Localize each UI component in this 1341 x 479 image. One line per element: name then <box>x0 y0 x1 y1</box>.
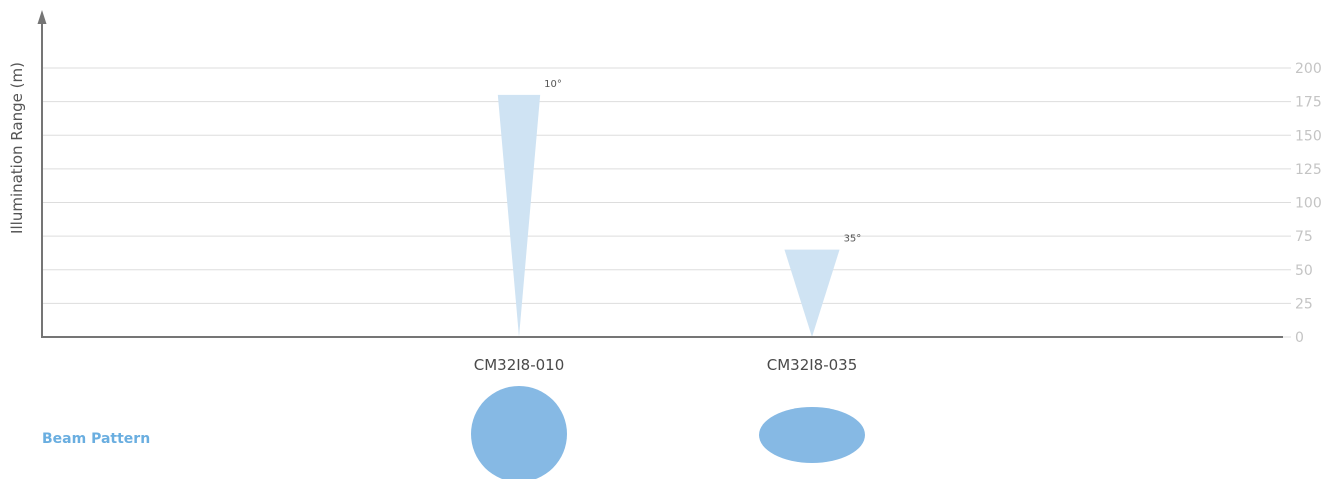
y-tick-label-200: 200 <box>1295 61 1322 77</box>
beam-cone-CM32I8-035 <box>784 249 840 337</box>
beam-cones: 10° 35° <box>497 79 862 338</box>
y-axis-title: Illumination Range (m) <box>8 62 26 234</box>
gridlines <box>42 67 1283 304</box>
y-tick-label-175: 175 <box>1295 95 1322 111</box>
beam-angle-label-CM32I8-035: 35° <box>844 234 862 245</box>
y-axis-arrow-icon <box>37 10 47 24</box>
beam-angle-label-CM32I8-010: 10° <box>544 79 562 90</box>
beam-pattern-circle <box>471 386 567 479</box>
y-tick-label-125: 125 <box>1295 162 1322 178</box>
category-labels: CM32I8-010 CM32I8-035 <box>474 356 858 374</box>
y-tick-label-25: 25 <box>1295 296 1313 312</box>
category-label-CM32I8-010: CM32I8-010 <box>474 356 565 374</box>
y-tick-label-50: 50 <box>1295 263 1313 279</box>
beam-pattern-ellipse <box>759 407 865 463</box>
y-axis-ticks: 0 25 50 75 100 125 150 175 200 <box>1283 61 1322 346</box>
y-tick-label-150: 150 <box>1295 128 1322 144</box>
y-tick-label-100: 100 <box>1295 196 1322 212</box>
beam-pattern-title: Beam Pattern <box>42 431 150 447</box>
category-label-CM32I8-035: CM32I8-035 <box>767 356 858 374</box>
y-tick-label-75: 75 <box>1295 229 1313 245</box>
beam-cone-CM32I8-010 <box>497 94 541 338</box>
beam-patterns <box>471 386 865 479</box>
y-tick-label-0: 0 <box>1295 330 1304 346</box>
